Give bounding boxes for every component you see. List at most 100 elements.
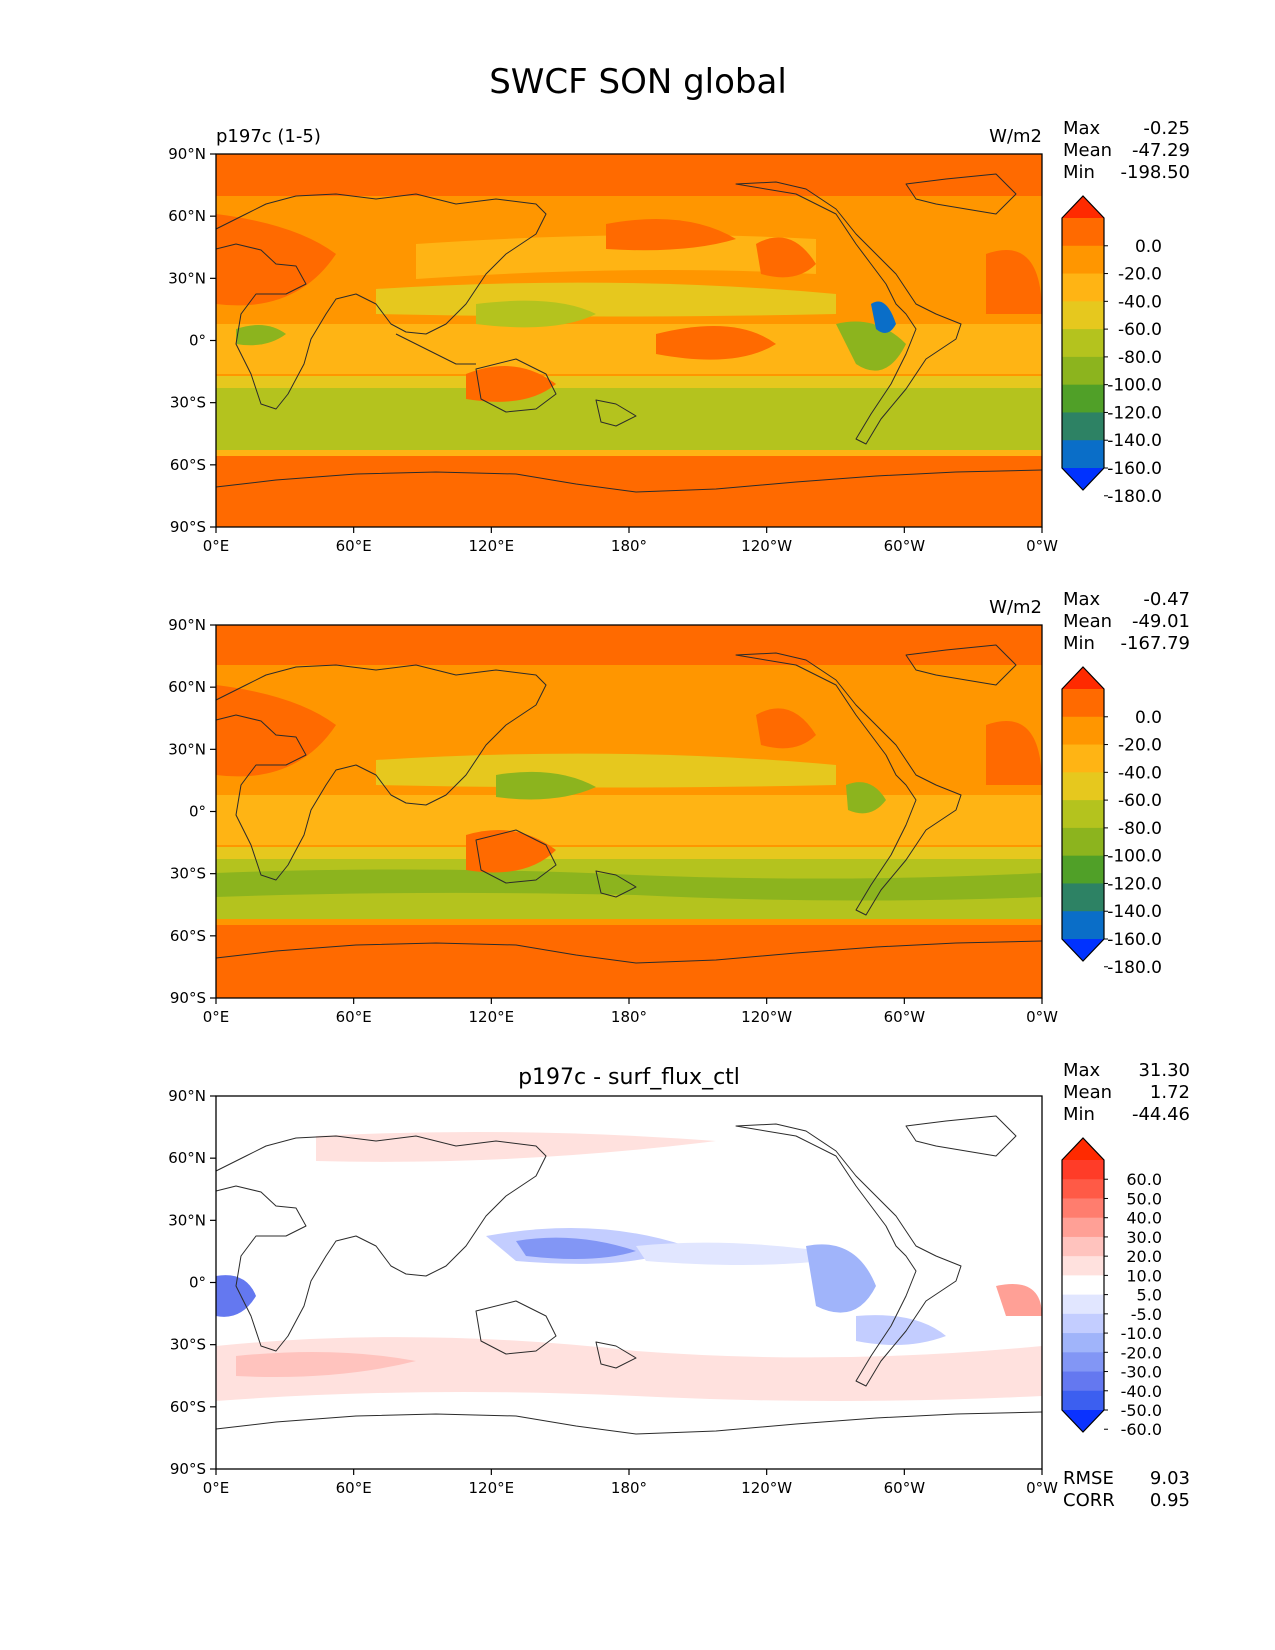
panel-diff: [215, 1096, 1043, 1469]
colorbar-segment: [1062, 827, 1104, 857]
y-tick-label: 60°N: [168, 678, 206, 696]
stat-label-min: Min: [1063, 1104, 1095, 1125]
stat-value-mean: -47.29: [1132, 140, 1190, 161]
colorbar-label: -140.0: [1107, 902, 1162, 922]
stat-value-min: -198.50: [1121, 162, 1190, 183]
x-tick-label: 120°W: [741, 1008, 792, 1026]
colorbar-label: 60.0: [1126, 1170, 1162, 1189]
y-tick-label: 90°N: [168, 1087, 206, 1105]
y-tick-label: 0°: [189, 803, 206, 821]
colorbar-extend-bottom: [1062, 1410, 1104, 1432]
stat-value-min: -44.46: [1132, 1104, 1190, 1125]
colorbar-segment: [1062, 1236, 1104, 1257]
colorbar-segment: [1062, 440, 1104, 469]
x-tick-label: 120°E: [469, 1479, 515, 1497]
panel-model: [215, 154, 1043, 527]
colorbar-label: 50.0: [1126, 1189, 1162, 1208]
y-tick-label: 30°N: [168, 269, 206, 287]
stat-value-max: 31.30: [1138, 1060, 1190, 1081]
x-tick-label: 0°E: [203, 1479, 230, 1497]
colorbar-label: -60.0: [1121, 1420, 1162, 1439]
y-tick-label: 30°S: [170, 865, 206, 883]
colorbar-label: 5.0: [1137, 1286, 1162, 1305]
colorbar-label: -80.0: [1118, 348, 1162, 368]
colorbar-segment: [1062, 245, 1104, 275]
stat-value-rmse: 9.03: [1150, 1468, 1190, 1489]
stat-label-mean: Mean: [1063, 140, 1112, 161]
colorbar-extend-top: [1062, 667, 1104, 689]
colorbar-label: -60.0: [1118, 791, 1162, 811]
x-tick-label: 60°E: [336, 1008, 372, 1026]
colorbar-label: -20.0: [1121, 1343, 1162, 1362]
x-tick-label: 0°E: [203, 1008, 230, 1026]
colorbar-segment: [1062, 356, 1104, 386]
colorbar-segment: [1062, 1390, 1104, 1411]
x-tick-label: 180°: [611, 537, 647, 555]
y-tick-label: 60°S: [170, 927, 206, 945]
panel-overlay-1: 0°E 60°E 120°E 180° 120°W 60°W 0°W 90°N 60°N 30°N…: [168, 589, 1190, 1026]
colorbar-segment: [1062, 716, 1104, 746]
colorbar-segment: [1062, 301, 1104, 330]
stat-value-mean: 1.72: [1150, 1082, 1190, 1103]
map-field-obs: [216, 625, 1042, 998]
stat-label-min: Min: [1063, 162, 1095, 183]
colorbar-segment: [1062, 1371, 1104, 1392]
coastlines: [215, 644, 1043, 964]
coastlines: [215, 1115, 1043, 1435]
colorbar-segment: [1062, 744, 1104, 773]
stat-label-corr: CORR: [1063, 1490, 1115, 1511]
panel-title: p197c - surf_flux_ctl: [518, 1065, 740, 1090]
stat-value-max: -0.25: [1143, 118, 1190, 139]
x-tick-label: 0°W: [1026, 537, 1058, 555]
x-tick-label: 60°E: [336, 537, 372, 555]
y-tick-label: 0°: [189, 1274, 206, 1292]
y-tick-label: 60°S: [170, 456, 206, 474]
x-tick-label: 60°W: [884, 537, 926, 555]
colorbar-label: -80.0: [1118, 819, 1162, 839]
x-tick-label: 120°E: [469, 1008, 515, 1026]
colorbar-segment: [1062, 883, 1104, 912]
colorbar-label: -100.0: [1107, 376, 1162, 396]
colorbar-label: 0.0: [1135, 708, 1162, 728]
stat-label-max: Max: [1063, 118, 1101, 139]
map-field-model: [216, 154, 1042, 527]
colorbar-label: -160.0: [1107, 459, 1162, 479]
colorbar-label: -120.0: [1107, 874, 1162, 894]
colorbar-segment: [1062, 1294, 1104, 1315]
colorbar-segment: [1062, 1198, 1104, 1219]
stat-label-mean: Mean: [1063, 1082, 1112, 1103]
y-tick-label: 90°N: [168, 616, 206, 634]
y-tick-label: 90°S: [170, 518, 206, 536]
panel-units: W/m2: [989, 126, 1042, 147]
y-tick-label: 30°N: [168, 1211, 206, 1229]
colorbar-segment: [1062, 1160, 1104, 1180]
coastlines: [215, 173, 1043, 493]
colorbar-label: -40.0: [1118, 292, 1162, 312]
colorbar-label: -30.0: [1121, 1363, 1162, 1382]
colorbar-label: 30.0: [1126, 1228, 1162, 1247]
x-tick-label: 180°: [611, 1479, 647, 1497]
panel-left-label: p197c (1-5): [216, 126, 321, 147]
stat-label-min: Min: [1063, 633, 1095, 654]
colorbar-segment: [1062, 689, 1104, 718]
x-tick-label: 180°: [611, 1008, 647, 1026]
map-field-diff: [216, 1096, 1042, 1469]
colorbar: 0.0 -20.0 -40.0 -60.0 -80.0 -100.0 -120.0 -140.…: [1061, 195, 1162, 507]
colorbar-segment: [1062, 1275, 1104, 1296]
y-tick-label: 30°S: [170, 1336, 206, 1354]
colorbar-segment: [1062, 1333, 1104, 1353]
colorbar-segment: [1062, 218, 1104, 247]
x-tick-label: 0°W: [1026, 1479, 1058, 1497]
stat-value-max: -0.47: [1143, 589, 1190, 610]
colorbar: 0.0 -20.0 -40.0 -60.0 -80.0 -100.0 -120.0 -140.…: [1061, 666, 1162, 978]
colorbar-label: -120.0: [1107, 403, 1162, 423]
colorbar-segment: [1062, 772, 1104, 801]
panel-overlay-2: 0°E 60°E 120°E 180° 120°W 60°W 0°W 90°N 60°N 30°N…: [168, 1060, 1190, 1511]
colorbar-segment: [1062, 412, 1104, 441]
colorbar-label: -140.0: [1107, 431, 1162, 451]
colorbar-label: -20.0: [1118, 736, 1162, 756]
x-tick-label: 60°W: [884, 1008, 926, 1026]
colorbar-label: -60.0: [1118, 320, 1162, 340]
colorbar-label: -40.0: [1121, 1382, 1162, 1401]
